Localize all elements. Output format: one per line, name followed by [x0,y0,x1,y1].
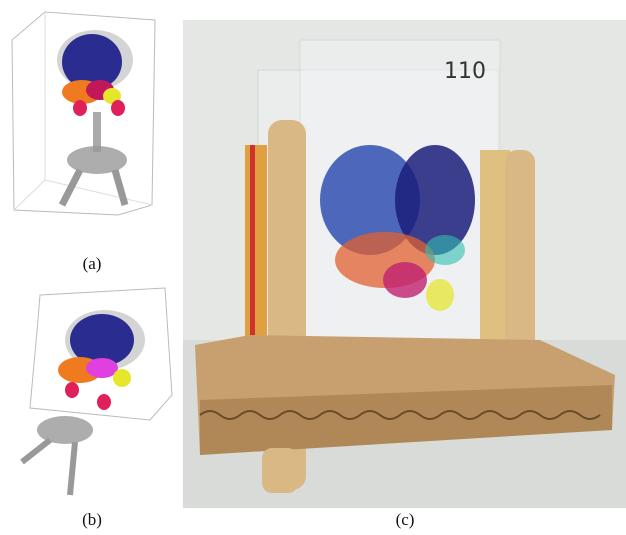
caption: (a) [83,254,102,273]
slide-label: 110 [444,59,486,84]
figure: (a) (b) 110 (c) [0,0,626,535]
panel-b-image [22,288,172,495]
panel-a-image [12,12,155,215]
figure-canvas: (a) (b) 110 (c) [0,0,626,535]
caption: (c) [396,510,415,529]
panel-c-photo: 110 [183,20,626,508]
caption: (b) [82,510,102,529]
